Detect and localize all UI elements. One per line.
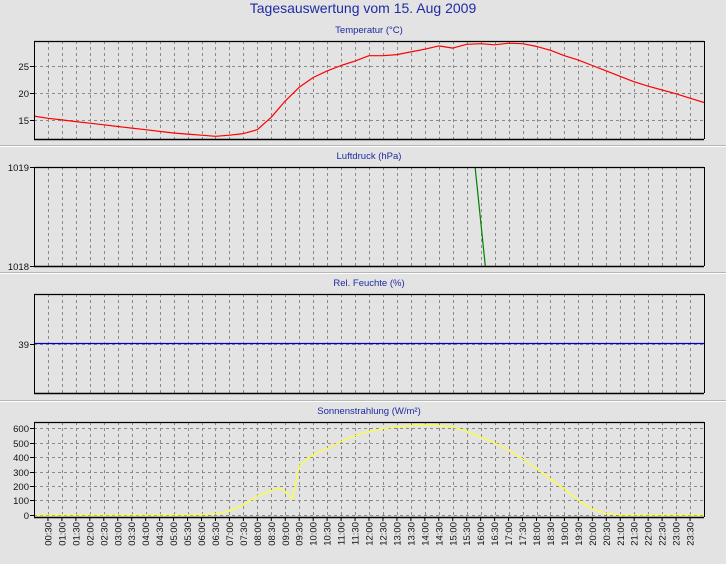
x-tick-label: 17:30: [518, 522, 529, 546]
y-tick-label: 600: [13, 424, 29, 435]
series-line: [34, 424, 704, 516]
x-tick-label: 05:30: [183, 522, 194, 546]
x-tick-label: 01:30: [71, 522, 82, 546]
x-tick-label: 08:30: [267, 522, 278, 546]
panel-title: Luftdruck (hPa): [337, 151, 402, 162]
x-tick-label: 16:00: [476, 522, 487, 546]
x-tick-label: 23:30: [686, 522, 697, 546]
x-tick-label: 23:00: [672, 522, 683, 546]
x-tick-label: 09:30: [295, 522, 306, 546]
panel-title: Sonnenstrahlung (W/m²): [317, 406, 420, 417]
x-tick-label: 20:30: [602, 522, 613, 546]
x-tick-label: 02:30: [99, 522, 110, 546]
x-tick-label: 13:30: [406, 522, 417, 546]
x-tick-label: 12:00: [365, 522, 376, 546]
x-tick-label: 06:00: [197, 522, 208, 546]
series-line: [474, 166, 486, 267]
x-tick-label: 21:00: [616, 522, 627, 546]
x-tick-label: 18:00: [532, 522, 543, 546]
y-tick-label: 20: [18, 89, 29, 100]
panel-title: Temperatur (°C): [335, 25, 403, 36]
x-tick-label: 07:30: [239, 522, 250, 546]
y-tick-label: 25: [18, 62, 29, 73]
x-tick-label: 06:30: [211, 522, 222, 546]
x-tick-label: 18:30: [546, 522, 557, 546]
series-line: [33, 42, 705, 137]
y-tick-label: 15: [18, 116, 29, 127]
x-tick-label: 04:00: [141, 522, 152, 546]
x-tick-label: 10:00: [309, 522, 320, 546]
y-tick-label: 300: [13, 468, 29, 479]
x-tick-label: 03:00: [113, 522, 124, 546]
x-tick-label: 11:00: [337, 522, 348, 545]
x-tick-label: 11:30: [351, 522, 362, 545]
x-tick-label: 04:30: [155, 522, 166, 546]
x-tick-label: 16:30: [490, 522, 501, 546]
x-tick-label: 20:00: [588, 522, 599, 546]
x-tick-label: 00:30: [43, 522, 54, 546]
x-tick-label: 19:30: [574, 522, 585, 546]
panel-title: Rel. Feuchte (%): [333, 278, 404, 289]
y-tick-label: 1018: [8, 262, 29, 273]
y-tick-label: 0: [24, 511, 29, 522]
x-tick-label: 15:30: [462, 522, 473, 546]
x-tick-label: 10:30: [323, 522, 334, 546]
y-tick-label: 500: [13, 439, 29, 450]
x-tick-label: 14:30: [434, 522, 445, 546]
x-tick-label: 03:30: [127, 522, 138, 546]
x-tick-label: 02:00: [85, 522, 96, 546]
x-tick-label: 17:00: [504, 522, 515, 546]
x-tick-label: 19:00: [560, 522, 571, 546]
y-tick-label: 400: [13, 453, 29, 464]
x-tick-label: 09:00: [281, 522, 292, 546]
y-tick-label: 1019: [8, 163, 29, 174]
x-tick-label: 14:00: [420, 522, 431, 546]
page-title: Tagesauswertung vom 15. Aug 2009: [249, 0, 477, 16]
x-tick-label: 07:00: [225, 522, 236, 546]
x-tick-label: 22:30: [658, 522, 669, 546]
x-tick-label: 01:00: [57, 522, 68, 546]
x-tick-label: 05:00: [169, 522, 180, 546]
x-tick-label: 15:00: [448, 522, 459, 546]
x-tick-label: 08:00: [253, 522, 264, 546]
x-tick-label: 22:00: [644, 522, 655, 546]
x-tick-label: 13:00: [392, 522, 403, 546]
y-tick-label: 200: [13, 482, 29, 493]
y-tick-label: 100: [13, 496, 29, 507]
x-tick-label: 21:30: [630, 522, 641, 546]
y-tick-label: 39: [18, 340, 29, 351]
x-tick-label: 12:30: [378, 522, 389, 546]
